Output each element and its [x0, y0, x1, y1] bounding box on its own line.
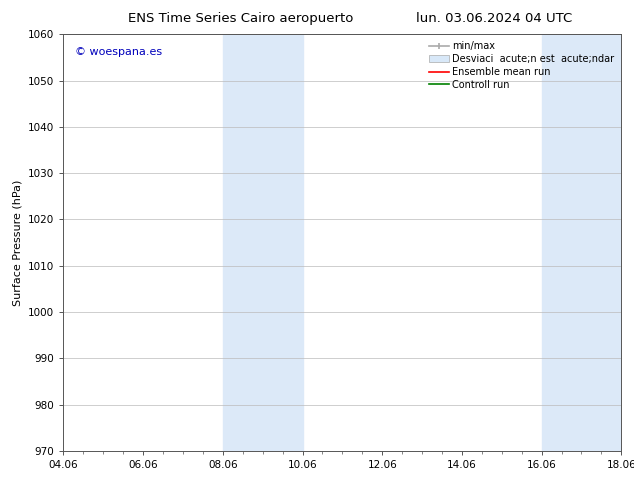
- Bar: [223, 34, 302, 451]
- Bar: [541, 34, 621, 451]
- Text: lun. 03.06.2024 04 UTC: lun. 03.06.2024 04 UTC: [417, 12, 573, 25]
- Y-axis label: Surface Pressure (hPa): Surface Pressure (hPa): [13, 179, 23, 306]
- Legend: min/max, Desviaci  acute;n est  acute;ndar, Ensemble mean run, Controll run: min/max, Desviaci acute;n est acute;ndar…: [427, 39, 616, 92]
- Text: © woespana.es: © woespana.es: [75, 47, 162, 57]
- Text: ENS Time Series Cairo aeropuerto: ENS Time Series Cairo aeropuerto: [128, 12, 354, 25]
